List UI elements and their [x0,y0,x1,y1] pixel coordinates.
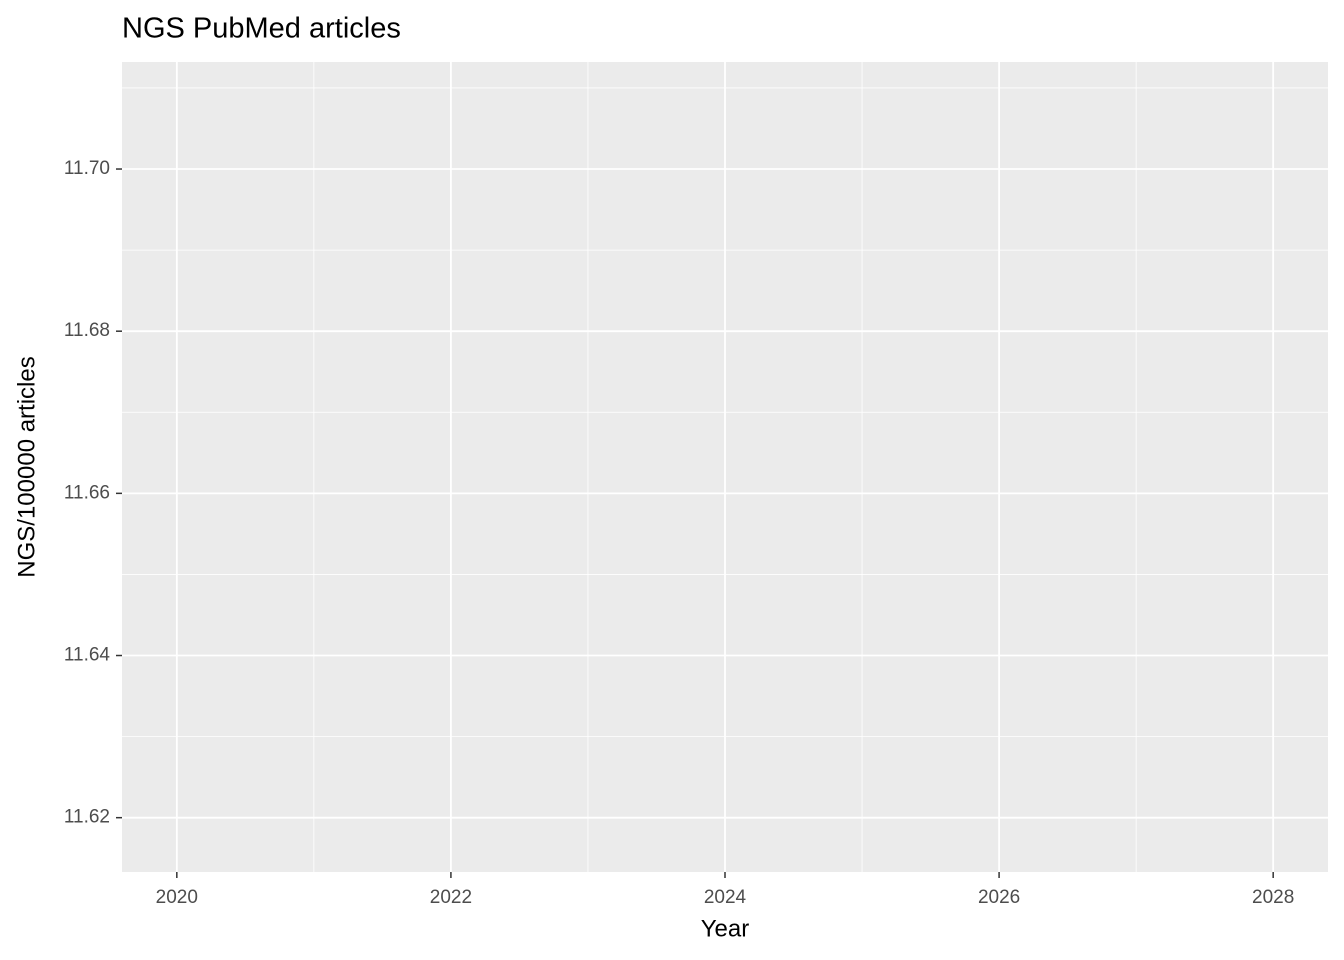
x-tick-label: 2024 [704,887,747,908]
y-tick-label: 11.70 [64,158,110,179]
y-tick-label: 11.62 [64,807,110,828]
x-tick-label: 2020 [156,887,198,908]
y-tick-label: 11.64 [64,645,111,666]
y-tick-label: 11.66 [64,482,110,503]
x-tick-label: 2026 [978,887,1020,908]
y-axis-title: NGS/100000 articles [13,356,40,577]
x-tick-label: 2022 [430,887,472,908]
y-tick-label: 11.68 [64,320,110,341]
chart-title: NGS PubMed articles [122,13,401,45]
x-axis-title: Year [701,915,750,942]
x-tick-label: 2028 [1252,887,1294,908]
